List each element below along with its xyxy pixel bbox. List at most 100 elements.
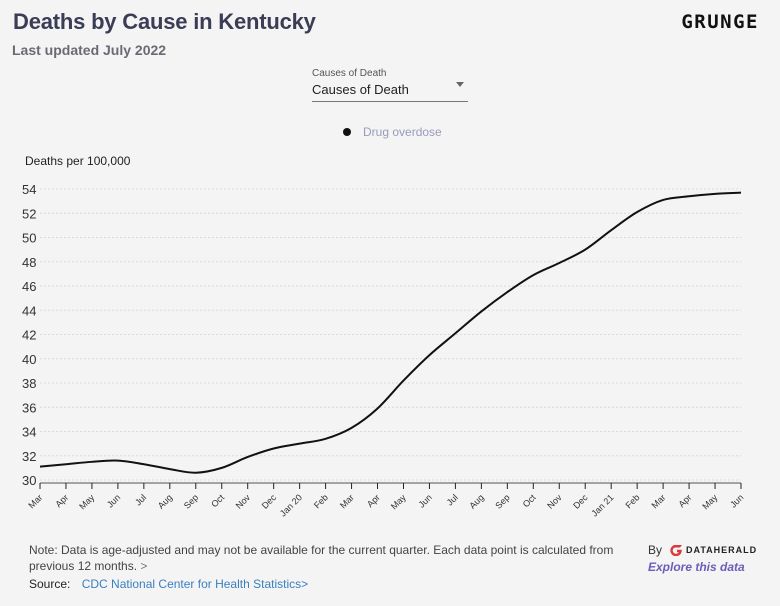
causes-dropdown[interactable]: Causes of Death Causes of Death bbox=[312, 67, 468, 102]
x-tick-label: Apr bbox=[365, 492, 382, 509]
data-point[interactable] bbox=[346, 422, 358, 434]
x-tick-label: Oct bbox=[521, 492, 538, 509]
chevron-down-icon[interactable] bbox=[456, 82, 464, 87]
legend-label[interactable]: Drug overdose bbox=[363, 125, 442, 139]
x-tick-label: Mar bbox=[338, 492, 356, 510]
y-tick-label: 40 bbox=[22, 352, 36, 367]
series-line-drug-overdose[interactable] bbox=[39, 191, 742, 474]
legend-dot-icon bbox=[343, 128, 351, 136]
data-point[interactable] bbox=[60, 458, 72, 470]
y-tick-label: 32 bbox=[22, 449, 36, 464]
y-tick-labels: 30 32 34 36 38 40 42 44 46 48 50 52 54 bbox=[22, 182, 36, 488]
x-tick-label: Aug bbox=[156, 492, 174, 510]
source-label: Source: bbox=[29, 577, 71, 591]
x-tick-label: May bbox=[389, 492, 408, 511]
data-point[interactable] bbox=[501, 286, 513, 298]
chevron-right-icon: > bbox=[301, 577, 309, 591]
y-tick-label: 42 bbox=[22, 328, 36, 343]
x-tick-label: Jan 20 bbox=[278, 492, 304, 518]
data-point[interactable] bbox=[709, 188, 721, 200]
data-point[interactable] bbox=[372, 402, 384, 414]
data-point[interactable] bbox=[164, 463, 176, 475]
x-tick-label: Nov bbox=[545, 492, 564, 511]
x-tick-label: Sep bbox=[493, 492, 511, 510]
x-tick-label: Jun bbox=[728, 492, 745, 509]
x-tick-label: Feb bbox=[624, 492, 642, 510]
note-text: Note: Data is age-adjusted and may not b… bbox=[29, 543, 614, 573]
y-tick-label: 38 bbox=[22, 376, 36, 391]
x-tick-label: Jul bbox=[445, 492, 460, 507]
note-chevron-icon[interactable]: > bbox=[140, 559, 148, 573]
y-tick-label: 46 bbox=[22, 279, 36, 294]
data-point[interactable] bbox=[527, 269, 539, 281]
data-point[interactable] bbox=[294, 438, 306, 450]
source: Source: CDC National Center for Health S… bbox=[29, 577, 308, 591]
x-tick-label: Oct bbox=[209, 492, 226, 509]
y-tick-label: 52 bbox=[22, 206, 36, 221]
x-tick-label: Dec bbox=[260, 492, 279, 511]
x-tick-label: Apr bbox=[677, 492, 694, 509]
legend: Drug overdose bbox=[343, 125, 442, 139]
data-point[interactable] bbox=[579, 244, 591, 256]
x-tick-label: Dec bbox=[571, 492, 590, 511]
dataherald-logo[interactable]: DATAHERALD bbox=[670, 544, 758, 556]
x-tick-label: Jan 21 bbox=[589, 492, 615, 518]
grunge-logo[interactable]: GRUNGE bbox=[681, 11, 759, 33]
x-axis: Mar Apr May Jun Jul Aug Sep Oct Nov Dec Jan 20 Feb M… bbox=[26, 482, 745, 519]
x-tick-label: Feb bbox=[312, 492, 330, 510]
y-tick-label: 36 bbox=[22, 400, 36, 415]
footnote: Note: Data is age-adjusted and may not b… bbox=[29, 542, 629, 574]
data-point[interactable] bbox=[423, 349, 435, 361]
line-chart: 30 32 34 36 38 40 42 44 46 48 50 52 54 Mar Apr May Jun J… bbox=[22, 182, 747, 519]
dropdown-value: Causes of Death bbox=[312, 82, 409, 97]
x-tick-label: Mar bbox=[649, 492, 667, 510]
x-tick-label: Mar bbox=[26, 492, 44, 510]
data-point[interactable] bbox=[138, 458, 150, 470]
y-axis-label: Deaths per 100,000 bbox=[25, 154, 131, 168]
x-tick-label: Apr bbox=[53, 492, 70, 509]
data-point[interactable] bbox=[34, 461, 46, 473]
y-tick-label: 48 bbox=[22, 255, 36, 270]
y-tick-label: 30 bbox=[22, 473, 36, 488]
y-tick-label: 50 bbox=[22, 231, 36, 246]
dataherald-wordmark: DATAHERALD bbox=[686, 545, 758, 555]
data-point[interactable] bbox=[735, 187, 747, 199]
x-tick-label: Aug bbox=[467, 492, 485, 510]
attribution: By DATAHERALD bbox=[648, 543, 757, 557]
data-point[interactable] bbox=[553, 257, 565, 269]
y-tick-label: 34 bbox=[22, 425, 36, 440]
data-point[interactable] bbox=[657, 194, 669, 206]
data-point[interactable] bbox=[683, 190, 695, 202]
data-point[interactable] bbox=[320, 433, 332, 445]
x-tick-label: Jul bbox=[133, 492, 148, 507]
data-point[interactable] bbox=[475, 305, 487, 317]
source-link-text[interactable]: CDC National Center for Health Statistic… bbox=[81, 577, 302, 591]
source-link[interactable]: CDC National Center for Health Statistic… bbox=[82, 577, 308, 591]
series-lines bbox=[34, 187, 747, 479]
explore-data-link[interactable]: Explore this data bbox=[648, 560, 745, 574]
dropdown-label: Causes of Death bbox=[312, 68, 387, 79]
data-point[interactable] bbox=[605, 224, 617, 236]
data-point[interactable] bbox=[449, 327, 461, 339]
by-label: By bbox=[648, 543, 663, 557]
dataherald-icon bbox=[670, 544, 683, 556]
data-point[interactable] bbox=[242, 451, 254, 463]
y-tick-label: 54 bbox=[22, 182, 36, 197]
chart-title: Deaths by Cause in Kentucky bbox=[13, 9, 316, 34]
last-updated: Last updated July 2022 bbox=[12, 42, 167, 58]
data-point[interactable] bbox=[268, 442, 280, 454]
data-point[interactable] bbox=[86, 456, 98, 468]
x-tick-label: Sep bbox=[182, 492, 200, 510]
data-point[interactable] bbox=[112, 455, 124, 467]
data-point[interactable] bbox=[190, 467, 202, 479]
data-point[interactable] bbox=[397, 375, 409, 387]
x-tick-label: May bbox=[700, 492, 719, 511]
y-tick-label: 44 bbox=[22, 303, 36, 318]
x-tick-label: May bbox=[77, 492, 96, 511]
x-tick-label: Jun bbox=[417, 492, 434, 509]
x-tick-label: Nov bbox=[234, 492, 253, 511]
gridlines bbox=[40, 188, 741, 481]
data-point[interactable] bbox=[631, 206, 643, 218]
x-tick-label: Jun bbox=[105, 492, 122, 509]
data-point[interactable] bbox=[216, 462, 228, 474]
